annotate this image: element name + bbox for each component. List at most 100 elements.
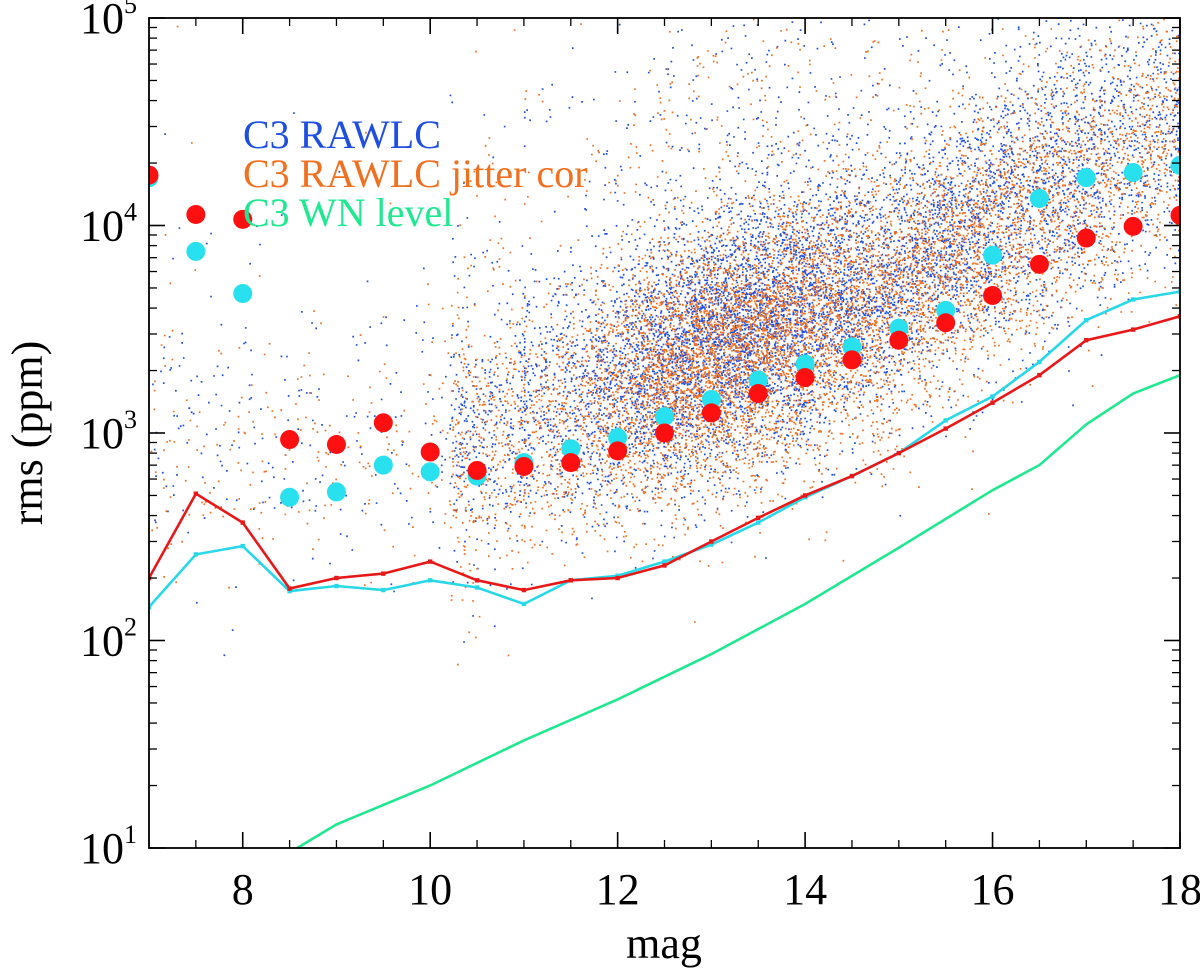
line-point <box>240 520 245 525</box>
line-point <box>334 575 339 581</box>
line-point <box>709 542 714 547</box>
line-point <box>427 559 433 564</box>
median-marker <box>936 313 956 333</box>
median-marker <box>983 245 1003 265</box>
x-tick-label: 16 <box>971 865 1015 914</box>
line-point <box>568 578 573 583</box>
median-marker <box>655 423 674 443</box>
legend: C3 RAWLC C3 RAWLC jitter cor C3 WN level <box>243 112 588 235</box>
median-marker <box>701 403 721 423</box>
line-point <box>287 588 292 594</box>
line-point <box>990 394 995 399</box>
median-marker <box>701 390 721 410</box>
line-point <box>474 578 480 583</box>
line-point <box>849 473 855 479</box>
median-marker <box>186 241 206 261</box>
median-marker <box>326 482 346 502</box>
median-marker <box>1076 228 1096 248</box>
median-marker <box>795 354 815 374</box>
y-axis-title: rms (ppm) <box>3 341 52 526</box>
line-point <box>381 571 386 576</box>
line-point <box>1084 338 1089 343</box>
median-marker <box>608 441 628 461</box>
line-point <box>1037 372 1042 378</box>
median-marker <box>514 456 534 476</box>
line-point <box>193 552 199 557</box>
x-tick-label: 18 <box>1158 865 1200 914</box>
line-point <box>521 601 527 607</box>
line-point <box>662 563 667 568</box>
median-marker <box>1029 188 1049 208</box>
median-marker <box>280 430 300 450</box>
legend-entry-wn-level: C3 WN level <box>243 190 453 235</box>
median-marker <box>1029 254 1049 274</box>
median-marker <box>748 370 768 390</box>
line-point <box>990 400 995 405</box>
median-marker <box>655 407 674 427</box>
y-tick-label: 101 <box>80 820 137 873</box>
median-marker <box>1170 205 1180 225</box>
line-point <box>615 575 620 581</box>
line-point <box>240 543 245 549</box>
median-marker <box>842 350 862 370</box>
line-point <box>1177 289 1180 294</box>
median-marker <box>889 330 909 350</box>
y-tick-label: 105 <box>80 0 137 43</box>
median-marker <box>842 337 862 357</box>
line-point <box>1084 317 1089 323</box>
line-point <box>521 587 527 593</box>
x-axis-title: mag <box>626 919 702 968</box>
x-tick-label: 12 <box>596 865 640 914</box>
noise-level-lines <box>149 289 1180 848</box>
median-marker <box>561 439 581 459</box>
line-point <box>756 520 761 525</box>
line-point <box>193 491 199 496</box>
marker-series-1 <box>149 165 1180 480</box>
axes: 8 10 12 14 16 18 101 102 103 104 105 <box>80 0 1200 914</box>
median-marker <box>326 435 346 455</box>
y-tick-label: 102 <box>80 613 137 666</box>
line-point <box>381 587 386 593</box>
median-marker <box>561 453 581 473</box>
median-marker <box>1123 163 1143 183</box>
median-marker <box>1123 216 1143 236</box>
median-marker <box>233 209 253 229</box>
line-point <box>802 493 808 498</box>
line-series-0 <box>149 289 1180 610</box>
median-marker <box>373 413 393 433</box>
median-marker <box>233 284 253 304</box>
median-marker <box>608 428 628 448</box>
y-tick-label: 104 <box>80 198 137 251</box>
line-point <box>756 515 761 521</box>
line-point <box>1037 359 1042 365</box>
x-tick-label: 14 <box>783 865 827 914</box>
line-point <box>1177 314 1180 319</box>
line-point <box>615 573 620 579</box>
line-series-2 <box>294 373 1180 848</box>
binned-median-markers <box>149 155 1180 507</box>
median-marker <box>795 368 815 388</box>
line-point <box>896 450 902 456</box>
x-tick-label: 10 <box>408 865 452 914</box>
median-marker <box>748 384 768 404</box>
median-marker <box>186 204 206 224</box>
line-point <box>334 583 339 589</box>
line-point <box>662 559 667 564</box>
median-marker <box>420 442 440 462</box>
line-point <box>943 426 948 431</box>
median-marker <box>983 285 1003 305</box>
legend-entry-jitter-cor: C3 RAWLC jitter cor <box>243 151 588 196</box>
median-marker <box>467 460 487 480</box>
line-point <box>474 585 480 590</box>
legend-entry-rawlc: C3 RAWLC <box>243 112 441 157</box>
line-point <box>149 604 152 610</box>
line-point <box>1130 297 1136 302</box>
median-marker <box>1076 168 1096 188</box>
line-point <box>427 578 433 583</box>
median-marker <box>149 165 159 185</box>
median-marker <box>1170 155 1180 175</box>
median-marker <box>280 487 300 507</box>
line-point <box>943 418 948 423</box>
median-marker <box>420 462 440 482</box>
